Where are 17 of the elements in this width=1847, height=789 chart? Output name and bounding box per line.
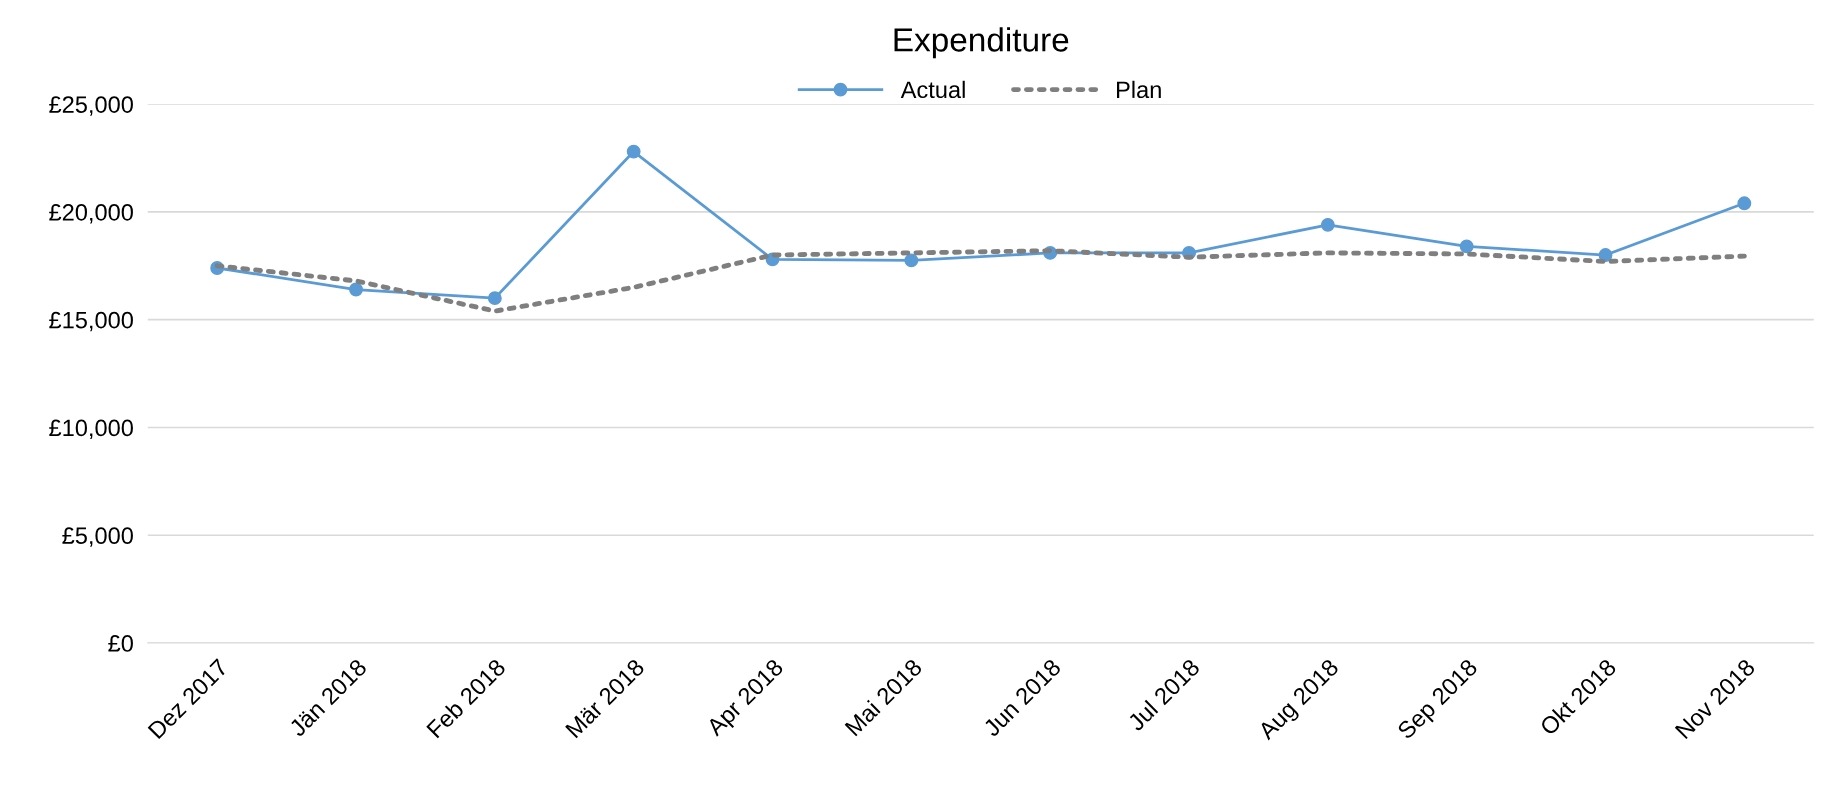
chart-title: Expenditure xyxy=(894,27,1069,59)
y-tick-label: £5,000 xyxy=(62,527,133,547)
legend-label: Plan xyxy=(1117,80,1161,99)
legend-label: Actual xyxy=(900,80,965,99)
point xyxy=(626,144,641,159)
y-tick-label: £25,000 xyxy=(49,96,133,116)
y-tick-label: £10,000 xyxy=(49,419,133,440)
y-tick-label: £20,000 xyxy=(49,203,133,224)
point xyxy=(1737,196,1752,211)
point xyxy=(1320,217,1335,232)
point xyxy=(1459,239,1474,254)
point xyxy=(487,291,502,306)
y-tick-label: £15,000 xyxy=(49,311,133,332)
point xyxy=(1598,248,1613,262)
point xyxy=(349,282,363,297)
point xyxy=(904,253,919,268)
y-tick-label: £0 xyxy=(108,635,133,652)
